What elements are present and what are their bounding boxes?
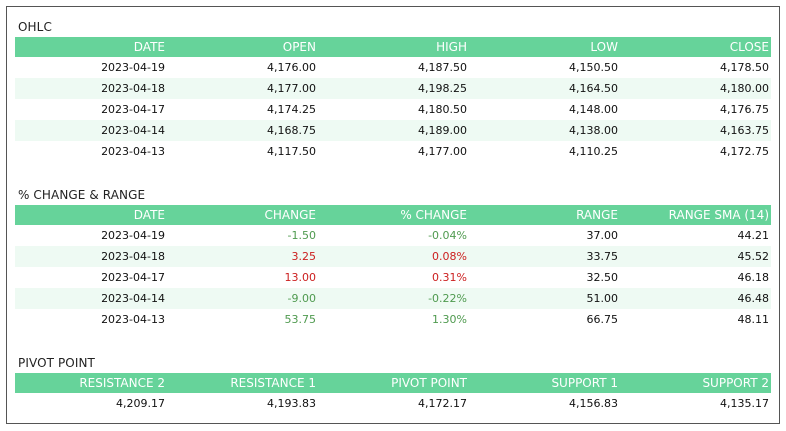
cell-range-sma: 48.11 bbox=[737, 313, 770, 326]
cell-range: 33.75 bbox=[469, 246, 620, 267]
cell-date: 2023-04-13 bbox=[101, 313, 165, 326]
pivot-title: PIVOT POINT bbox=[18, 356, 95, 370]
cell-pct-change: 0.08% bbox=[318, 246, 469, 267]
cr-col-range: RANGE bbox=[469, 205, 620, 225]
table-row: 2023-04-18 3.25 0.08% 33.75 45.52 bbox=[15, 246, 771, 267]
table-row: 2023-04-14 4,168.75 4,189.00 4,138.00 4,… bbox=[15, 120, 771, 141]
cell-open: 4,168.75 bbox=[167, 120, 318, 141]
cr-col-change: CHANGE bbox=[167, 205, 318, 225]
cell-range-sma: 46.48 bbox=[620, 288, 771, 309]
pivot-section: PIVOT POINT RESISTANCE 2 RESISTANCE 1 PI… bbox=[15, 355, 771, 414]
cr-col-date: DATE bbox=[15, 205, 167, 225]
pivot-col-support-1: SUPPORT 1 bbox=[469, 373, 620, 393]
cell-pct-change: 0.31% bbox=[432, 271, 467, 284]
cell-close: 4,180.00 bbox=[620, 78, 771, 99]
ohlc-col-date: DATE bbox=[15, 37, 167, 57]
cell-close: 4,163.75 bbox=[620, 120, 771, 141]
cell-open: 4,117.50 bbox=[267, 145, 316, 158]
cell-close: 4,176.75 bbox=[720, 103, 769, 116]
ohlc-table: DATE OPEN HIGH LOW CLOSE 2023-04-19 4,17… bbox=[15, 37, 771, 162]
ohlc-col-close: CLOSE bbox=[620, 37, 771, 57]
cell-range: 32.50 bbox=[586, 271, 619, 284]
table-row: 2023-04-18 4,177.00 4,198.25 4,164.50 4,… bbox=[15, 78, 771, 99]
cell-range: 66.75 bbox=[586, 313, 619, 326]
pivot-col-pivot-point: PIVOT POINT bbox=[318, 373, 469, 393]
cell-high: 4,189.00 bbox=[318, 120, 469, 141]
table-row: 2023-04-19 4,176.00 4,187.50 4,150.50 4,… bbox=[15, 57, 771, 78]
ohlc-header-row: DATE OPEN HIGH LOW CLOSE bbox=[15, 37, 771, 57]
cell-high: 4,198.25 bbox=[318, 78, 469, 99]
cell-change: 3.25 bbox=[167, 246, 318, 267]
cr-col-pct-change: % CHANGE bbox=[318, 205, 469, 225]
cell-low: 4,110.25 bbox=[569, 145, 618, 158]
cell-support-1: 4,156.83 bbox=[569, 397, 618, 410]
cell-change: -1.50 bbox=[287, 229, 316, 242]
cell-open: 4,177.00 bbox=[167, 78, 318, 99]
cr-col-range-sma: RANGE SMA (14) bbox=[620, 205, 771, 225]
table-row: 2023-04-17 13.00 0.31% 32.50 46.18 bbox=[15, 267, 771, 288]
cell-date: 2023-04-17 bbox=[101, 271, 165, 284]
cell-date: 2023-04-13 bbox=[101, 145, 165, 158]
cell-date: 2023-04-14 bbox=[15, 120, 167, 141]
table-row: 2023-04-17 4,174.25 4,180.50 4,148.00 4,… bbox=[15, 99, 771, 120]
ohlc-col-high: HIGH bbox=[318, 37, 469, 57]
cell-date: 2023-04-19 bbox=[101, 229, 165, 242]
cell-high: 4,187.50 bbox=[418, 61, 467, 74]
pivot-header-row: RESISTANCE 2 RESISTANCE 1 PIVOT POINT SU… bbox=[15, 373, 771, 393]
cell-pct-change: -0.04% bbox=[428, 229, 467, 242]
change-range-table: DATE CHANGE % CHANGE RANGE RANGE SMA (14… bbox=[15, 205, 771, 330]
cell-change: 13.00 bbox=[284, 271, 317, 284]
pivot-table: RESISTANCE 2 RESISTANCE 1 PIVOT POINT SU… bbox=[15, 373, 771, 414]
cell-date: 2023-04-18 bbox=[15, 246, 167, 267]
cell-resistance-1: 4,193.83 bbox=[267, 397, 316, 410]
pivot-col-resistance-2: RESISTANCE 2 bbox=[15, 373, 167, 393]
change-range-header-row: DATE CHANGE % CHANGE RANGE RANGE SMA (14… bbox=[15, 205, 771, 225]
ohlc-col-open: OPEN bbox=[167, 37, 318, 57]
cell-range: 37.00 bbox=[586, 229, 619, 242]
cell-change: 53.75 bbox=[284, 313, 317, 326]
cell-date: 2023-04-17 bbox=[101, 103, 165, 116]
table-row: 2023-04-13 4,117.50 4,177.00 4,110.25 4,… bbox=[15, 141, 771, 162]
cell-close: 4,172.75 bbox=[720, 145, 769, 158]
cell-range-sma: 45.52 bbox=[620, 246, 771, 267]
cell-high: 4,177.00 bbox=[418, 145, 467, 158]
pivot-col-support-2: SUPPORT 2 bbox=[620, 373, 771, 393]
cell-date: 2023-04-18 bbox=[15, 78, 167, 99]
cell-low: 4,138.00 bbox=[469, 120, 620, 141]
ohlc-col-low: LOW bbox=[469, 37, 620, 57]
cell-resistance-2: 4,209.17 bbox=[116, 397, 165, 410]
cell-change: -9.00 bbox=[167, 288, 318, 309]
change-range-section: % CHANGE & RANGE DATE CHANGE % CHANGE RA… bbox=[15, 187, 771, 330]
cell-range: 51.00 bbox=[469, 288, 620, 309]
ohlc-section: OHLC DATE OPEN HIGH LOW CLOSE 2023-04-19… bbox=[15, 19, 771, 162]
cell-support-2: 4,135.17 bbox=[720, 397, 769, 410]
cell-date: 2023-04-14 bbox=[15, 288, 167, 309]
cell-range-sma: 46.18 bbox=[737, 271, 770, 284]
cell-low: 4,164.50 bbox=[469, 78, 620, 99]
table-row: 2023-04-14 -9.00 -0.22% 51.00 46.48 bbox=[15, 288, 771, 309]
cell-open: 4,174.25 bbox=[267, 103, 316, 116]
cell-low: 4,148.00 bbox=[569, 103, 618, 116]
table-row: 4,209.17 4,193.83 4,172.17 4,156.83 4,13… bbox=[15, 393, 771, 414]
table-row: 2023-04-19 -1.50 -0.04% 37.00 44.21 bbox=[15, 225, 771, 246]
pivot-col-resistance-1: RESISTANCE 1 bbox=[167, 373, 318, 393]
cell-pivot-point: 4,172.17 bbox=[418, 397, 467, 410]
table-row: 2023-04-13 53.75 1.30% 66.75 48.11 bbox=[15, 309, 771, 330]
cell-pct-change: -0.22% bbox=[318, 288, 469, 309]
cell-range-sma: 44.21 bbox=[737, 229, 770, 242]
ohlc-title: OHLC bbox=[18, 20, 52, 34]
report-frame: OHLC DATE OPEN HIGH LOW CLOSE 2023-04-19… bbox=[6, 6, 780, 424]
cell-pct-change: 1.30% bbox=[432, 313, 467, 326]
change-range-title: % CHANGE & RANGE bbox=[18, 188, 146, 202]
cell-low: 4,150.50 bbox=[569, 61, 618, 74]
cell-high: 4,180.50 bbox=[418, 103, 467, 116]
cell-date: 2023-04-19 bbox=[101, 61, 165, 74]
cell-close: 4,178.50 bbox=[720, 61, 769, 74]
cell-open: 4,176.00 bbox=[267, 61, 316, 74]
